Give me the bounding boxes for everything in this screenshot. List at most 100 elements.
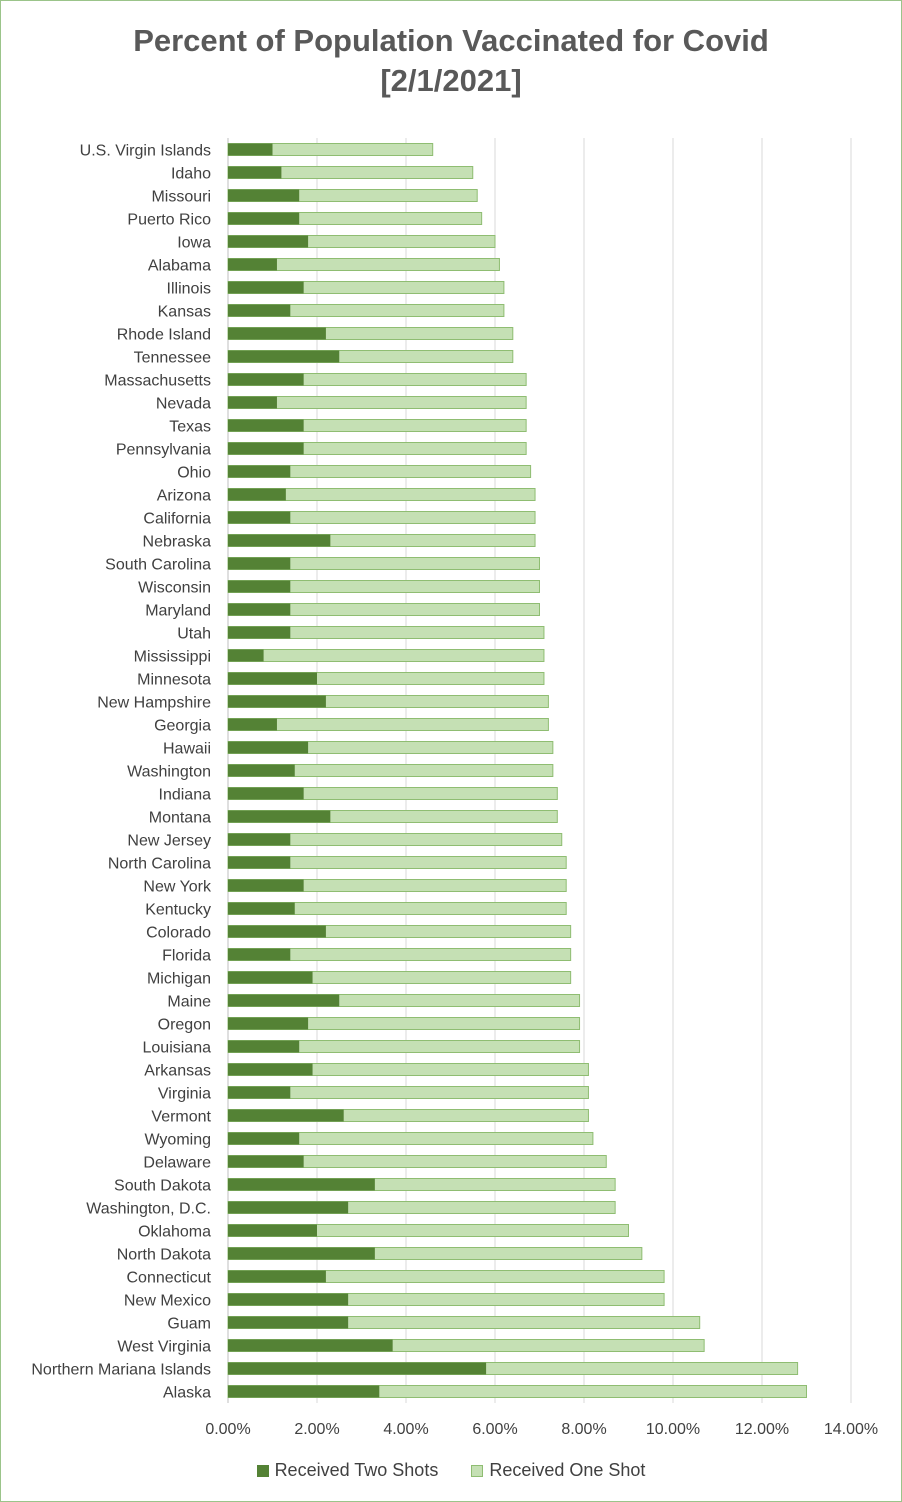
category-label: California xyxy=(143,511,211,528)
category-label: Washington xyxy=(127,764,211,781)
legend-swatch-one-shot xyxy=(471,1464,484,1477)
bar-received-two-shots xyxy=(228,672,317,685)
bar-received-one-shot xyxy=(227,649,545,662)
category-label: New Mexico xyxy=(124,1293,211,1310)
bar-received-two-shots xyxy=(228,1224,317,1237)
bar-received-two-shots xyxy=(228,1201,349,1214)
legend-item-one-shot: Received One Shot xyxy=(471,1459,645,1481)
bar-received-two-shots xyxy=(228,580,291,593)
bar-received-two-shots xyxy=(228,741,309,754)
category-label: Rhode Island xyxy=(117,327,211,344)
category-label: Mississippi xyxy=(134,649,211,666)
bar-received-two-shots xyxy=(228,925,326,938)
bar-received-two-shots xyxy=(228,1247,375,1260)
category-label: Alaska xyxy=(163,1385,211,1402)
category-label: Tennessee xyxy=(134,350,211,367)
bar-received-two-shots xyxy=(228,396,277,409)
category-label: Wyoming xyxy=(144,1132,211,1149)
category-label: Connecticut xyxy=(127,1270,212,1287)
category-label: Nebraska xyxy=(143,534,212,551)
chart-title: Percent of Population Vaccinated for Cov… xyxy=(1,21,901,101)
bar-received-two-shots xyxy=(228,718,277,731)
bar-received-two-shots xyxy=(228,488,286,501)
bar-received-two-shots xyxy=(228,419,304,432)
category-label: South Carolina xyxy=(105,557,211,574)
legend: Received Two Shots Received One Shot xyxy=(1,1459,901,1481)
bar-received-two-shots xyxy=(228,373,304,386)
bar-received-two-shots xyxy=(228,258,277,271)
bar-received-two-shots xyxy=(228,1178,375,1191)
bar-received-two-shots xyxy=(228,1040,300,1053)
bar-received-two-shots xyxy=(228,856,291,869)
bar-received-two-shots xyxy=(228,189,300,202)
category-label: Delaware xyxy=(143,1155,211,1172)
chart-subtitle: [2/1/2021] xyxy=(380,63,522,98)
bar-received-two-shots xyxy=(228,350,340,363)
category-label: New York xyxy=(143,879,212,896)
x-tick-label: 14.00% xyxy=(824,1421,878,1438)
category-label: North Dakota xyxy=(117,1247,211,1264)
bar-received-two-shots xyxy=(228,212,300,225)
bar-received-two-shots xyxy=(228,1316,349,1329)
category-label: Washington, D.C. xyxy=(86,1201,211,1218)
category-label: Iowa xyxy=(177,235,211,252)
category-label: Alabama xyxy=(148,258,211,275)
bar-received-two-shots xyxy=(228,695,326,708)
bar-received-two-shots xyxy=(228,948,291,961)
category-label: Georgia xyxy=(154,718,211,735)
bar-received-two-shots xyxy=(228,1086,291,1099)
category-label: Indiana xyxy=(159,787,212,804)
category-label: Oregon xyxy=(158,1017,211,1034)
bar-received-two-shots xyxy=(228,994,340,1007)
category-label: Kentucky xyxy=(145,902,211,919)
category-label: Utah xyxy=(177,626,211,643)
category-label: West Virginia xyxy=(117,1339,211,1356)
bar-received-two-shots xyxy=(228,649,264,662)
category-label: Minnesota xyxy=(137,672,211,689)
legend-label-two-shots: Received Two Shots xyxy=(274,1460,439,1481)
category-label: North Carolina xyxy=(108,856,211,873)
category-label: U.S. Virgin Islands xyxy=(80,143,211,160)
category-label: South Dakota xyxy=(114,1178,211,1195)
bar-received-two-shots xyxy=(228,281,304,294)
x-tick-label: 12.00% xyxy=(735,1421,789,1438)
bar-received-two-shots xyxy=(228,534,331,547)
bar-received-two-shots xyxy=(228,511,291,524)
x-tick-label: 10.00% xyxy=(646,1421,700,1438)
bar-received-two-shots xyxy=(228,304,291,317)
category-label: Maryland xyxy=(145,603,211,620)
category-label: New Jersey xyxy=(127,833,211,850)
chart-title-line: Percent of Population Vaccinated for Cov… xyxy=(133,23,769,58)
bar-received-two-shots xyxy=(228,143,273,156)
bar-received-two-shots xyxy=(228,879,304,892)
legend-label-one-shot: Received One Shot xyxy=(489,1460,646,1481)
category-label: Arkansas xyxy=(144,1063,211,1080)
bar-received-two-shots xyxy=(228,833,291,846)
category-label: Michigan xyxy=(147,971,211,988)
x-tick-label: 4.00% xyxy=(383,1421,428,1438)
bar-received-two-shots xyxy=(228,442,304,455)
bar-received-two-shots xyxy=(228,1293,349,1306)
bar-received-two-shots xyxy=(228,902,295,915)
category-label: Massachusetts xyxy=(104,373,211,390)
bar-received-two-shots xyxy=(228,1270,326,1283)
bar-received-two-shots xyxy=(228,235,309,248)
bar-received-two-shots xyxy=(228,971,313,984)
category-label: Oklahoma xyxy=(138,1224,211,1241)
x-tick-label: 8.00% xyxy=(561,1421,606,1438)
x-tick-label: 6.00% xyxy=(472,1421,517,1438)
category-label: Arizona xyxy=(157,488,211,505)
bar-received-two-shots xyxy=(228,1155,304,1168)
bar-received-two-shots xyxy=(228,810,331,823)
category-label: Idaho xyxy=(171,166,211,183)
bar-received-two-shots xyxy=(228,626,291,639)
category-label: Vermont xyxy=(151,1109,211,1126)
category-label: Louisiana xyxy=(143,1040,212,1057)
category-label: Puerto Rico xyxy=(127,212,211,229)
bar-received-two-shots xyxy=(228,1339,393,1352)
bar-received-two-shots xyxy=(228,787,304,800)
legend-item-two-shots: Received Two Shots xyxy=(256,1459,439,1481)
category-label: New Hampshire xyxy=(97,695,211,712)
category-label: Virginia xyxy=(158,1086,211,1103)
